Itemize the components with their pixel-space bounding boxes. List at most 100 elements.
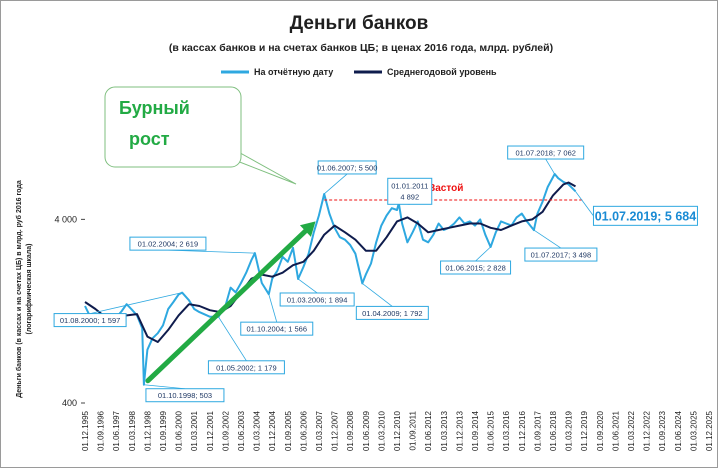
- data-label-leader: [545, 158, 556, 175]
- x-tick-label: 01.09.2008: [346, 410, 355, 451]
- x-tick-label: 01.12.2022: [643, 410, 652, 451]
- trend-arrow: [145, 221, 316, 384]
- x-tick-label: 01.12.2025: [705, 410, 714, 451]
- data-label-box: [524, 247, 598, 262]
- data-label-leader: [297, 278, 318, 294]
- data-label: 01.02.2004; 2 619: [129, 236, 255, 254]
- x-tick-label: 01.03.2016: [502, 410, 511, 451]
- data-label-text: 01.06.2007; 5 500: [317, 163, 377, 172]
- x-tick-label: 01.09.1996: [97, 410, 106, 451]
- growth-callout: Бурный рост: [104, 86, 297, 185]
- x-tick-label: 01.12.2013: [455, 410, 464, 451]
- x-tick-label: 01.12.2016: [518, 410, 527, 451]
- x-tick-label: 01.12.2001: [206, 410, 215, 451]
- x-tick-label: 01.12.1995: [81, 410, 90, 451]
- data-label-text: 01.03.2006; 1 894: [287, 295, 347, 304]
- y-axis-label: Деньги банков (в кассах и на счетах ЦБ) …: [15, 180, 33, 398]
- trend-arrow-head: [299, 221, 316, 237]
- x-tick-label: 01.09.2005: [284, 410, 293, 451]
- x-tick-label: 01.09.2023: [658, 410, 667, 451]
- x-tick-label: 01.03.2013: [440, 410, 449, 451]
- data-label: 01.04.2009; 1 792: [355, 283, 429, 320]
- callout-text-line1: Бурный: [119, 98, 190, 118]
- x-tick-label: 01.06.2003: [237, 410, 246, 451]
- x-tick-label: 01.09.2020: [596, 410, 605, 451]
- x-tick-label: 01.03.2004: [253, 410, 262, 451]
- data-label-text: 01.05.2002; 1 179: [216, 363, 276, 372]
- chart-title: Деньги банков: [290, 13, 429, 34]
- data-label-text: 01.02.2004; 2 619: [138, 240, 198, 249]
- x-tick-label: 01.06.2012: [424, 410, 433, 451]
- data-label: 01.01.2011 4 892: [387, 177, 433, 205]
- x-tick-label: 01.06.2009: [362, 410, 371, 451]
- data-label: 01.06.2015; 2 828: [440, 246, 512, 275]
- data-label-text: 01.10.2004; 1 566: [247, 325, 307, 334]
- data-label-text: 01.01.2011: [391, 181, 428, 190]
- data-label-box: [53, 313, 127, 328]
- chart-subtitle: (в кассах банков и на счетах банков ЦБ; …: [169, 42, 553, 54]
- stagnation-label: Застой: [429, 183, 463, 194]
- data-label-text: 01.10.1998; 503: [158, 391, 212, 400]
- legend-label-average: Среднегодовой уровень: [387, 67, 497, 77]
- x-tick-label: 01.03.2022: [627, 410, 636, 451]
- y-axis-ticks: 400 4 000: [54, 214, 85, 408]
- legend-label-reported: На отчётную дату: [254, 67, 333, 77]
- data-label-box: [387, 177, 433, 205]
- x-tick-label: 01.06.2021: [611, 410, 620, 451]
- x-tick-label: 01.03.2007: [315, 410, 324, 451]
- data-label-box: [145, 388, 225, 403]
- series-line-average: [84, 181, 576, 343]
- x-tick-label: 01.03.2001: [190, 410, 199, 451]
- data-label-leader: [475, 246, 491, 262]
- x-tick-label: 01.06.2006: [299, 410, 308, 451]
- data-label-leader: [218, 316, 247, 362]
- data-label: 01.10.1998; 503: [143, 384, 225, 403]
- x-tick-label: 01.06.2000: [175, 410, 184, 451]
- callout-box: [104, 86, 242, 168]
- data-label: 01.03.2006; 1 894: [279, 278, 355, 307]
- y-axis-label-line1: Деньги банков (в кассах и на счетах ЦБ) …: [15, 180, 23, 398]
- data-label-leader: [533, 229, 562, 249]
- callout-pointer: [232, 147, 297, 185]
- data-label-text: 01.06.2015; 2 828: [445, 264, 505, 273]
- x-tick-label: 01.12.2019: [580, 410, 589, 451]
- data-label: 01.07.2017; 3 498: [524, 229, 598, 262]
- data-label: 01.08.2000; 1 597: [53, 292, 183, 328]
- x-axis-ticks: 01.12.1995 01.09.1996 01.06.1997 01.03.1998…: [81, 410, 714, 451]
- y-axis-label-line2: (логарифмическая шкала): [26, 244, 33, 335]
- annotations: 01.10.1998; 503 01.08.2000; 1 597 01.05.20…: [53, 145, 698, 403]
- data-label: 01.06.2007; 5 500: [317, 160, 377, 195]
- data-label: 01.10.2004; 1 566: [240, 294, 314, 336]
- data-label-leader: [143, 384, 185, 390]
- x-tick-label: 01.09.2014: [471, 410, 480, 451]
- x-tick-label: 01.09.2002: [221, 410, 230, 451]
- data-label-box: [355, 305, 429, 320]
- x-tick-label: 01.09.2017: [533, 410, 542, 451]
- data-label: 01.07.2019; 5 684: [575, 191, 698, 226]
- data-label-box: [240, 321, 314, 336]
- x-tick-label: 01.03.1998: [128, 410, 137, 451]
- data-label: 01.07.2018; 7 062: [507, 145, 585, 175]
- data-label-leader: [362, 283, 393, 307]
- data-label-box: [507, 145, 585, 160]
- x-tick-label: 01.03.2019: [565, 410, 574, 451]
- data-label-text: 01.07.2019; 5 684: [595, 209, 697, 223]
- data-label-leader: [323, 173, 348, 195]
- data-label-leader: [268, 294, 278, 323]
- x-tick-label: 01.12.1998: [143, 410, 152, 451]
- data-label-box: [207, 360, 285, 375]
- y-tick-label: 4 000: [54, 214, 77, 224]
- series-line-reported: [84, 173, 577, 386]
- x-tick-label: 01.12.2004: [268, 410, 277, 451]
- x-tick-label: 01.03.2010: [377, 410, 386, 451]
- x-tick-label: 01.09.1999: [159, 410, 168, 451]
- data-label-text: 01.04.2009; 1 792: [362, 309, 422, 318]
- data-label-text: 01.08.2000; 1 597: [60, 316, 120, 325]
- data-label-box: [279, 292, 355, 307]
- legend: На отчётную дату Среднегодовой уровень: [221, 67, 497, 77]
- trend-arrow-shaft: [145, 228, 308, 384]
- data-label-text: 01.07.2017; 3 498: [531, 251, 591, 260]
- x-tick-label: 01.12.2007: [331, 410, 340, 451]
